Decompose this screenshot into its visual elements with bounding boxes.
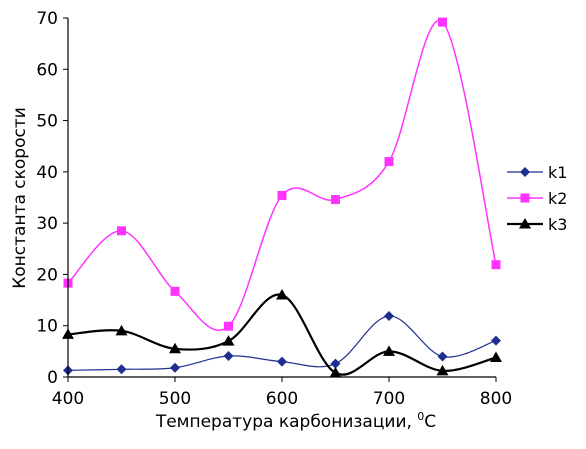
data-point-k1 [330,358,341,369]
y-tick-label: 40 [36,163,58,183]
legend-item-k2: k2 [507,189,567,208]
legend-marker-k1 [520,167,530,177]
y-tick-label: 0 [47,368,58,388]
data-point-k1 [170,362,180,373]
data-point-k3 [436,364,449,376]
data-point-k3 [222,335,235,346]
data-point-k1 [384,310,394,321]
y-tick-label: 50 [36,112,58,132]
data-point-k2 [384,157,394,167]
y-tick-label: 70 [36,9,58,29]
plot-area [62,17,502,378]
data-point-k3 [329,366,342,378]
y-tick-label: 30 [36,214,58,234]
data-point-k2 [224,321,233,331]
legend-marker-k2 [520,193,530,203]
data-point-k1 [437,351,448,362]
y-tick-label: 20 [36,265,58,285]
y-axis-title: Константа скорости [10,107,30,289]
data-point-k2 [331,195,340,205]
series-line-k2 [67,19,497,332]
y-tick-label: 60 [36,60,58,80]
x-tick-label: 800 [480,389,512,409]
series-k1 [63,310,501,376]
data-point-k3 [169,342,181,354]
data-point-k3 [383,345,395,356]
data-point-k2 [491,260,501,270]
data-point-k1 [223,350,234,361]
legend-item-k1: k1 [507,163,567,182]
data-point-k1 [277,356,287,367]
data-point-k1 [491,335,501,346]
legend-label: k1 [548,163,567,182]
data-point-k2 [170,286,180,296]
x-axis-title-text: Температура карбонизации, [155,412,417,432]
data-point-k3 [490,351,502,363]
data-point-k2 [438,17,447,27]
data-point-k1 [116,364,127,375]
legend-item-k3: k3 [507,215,567,234]
legend: k1 k2 k3 [507,163,567,234]
series-k2 [63,17,501,332]
series-k3 [62,288,502,378]
legend-label: k2 [548,189,567,208]
data-point-k2 [117,226,126,236]
y-tick-label: 10 [36,317,58,337]
x-ticks: 400 500 600 700 800 [52,377,512,409]
legend-label: k3 [548,215,567,234]
x-axis-unit: C [424,412,436,432]
x-axis-title: Температура карбонизации, 0C [155,410,436,432]
legend-marker-k3 [519,218,531,229]
x-tick-label: 700 [373,389,405,409]
data-point-k3 [115,324,128,336]
x-tick-label: 600 [266,389,298,409]
x-tick-label: 400 [52,389,84,409]
y-ticks: 0 10 20 30 40 50 60 70 [36,9,68,388]
x-tick-label: 500 [159,389,191,409]
data-point-k2 [277,190,287,200]
data-point-k3 [276,288,288,300]
x-axis-unit-superscript: 0 [417,410,424,423]
